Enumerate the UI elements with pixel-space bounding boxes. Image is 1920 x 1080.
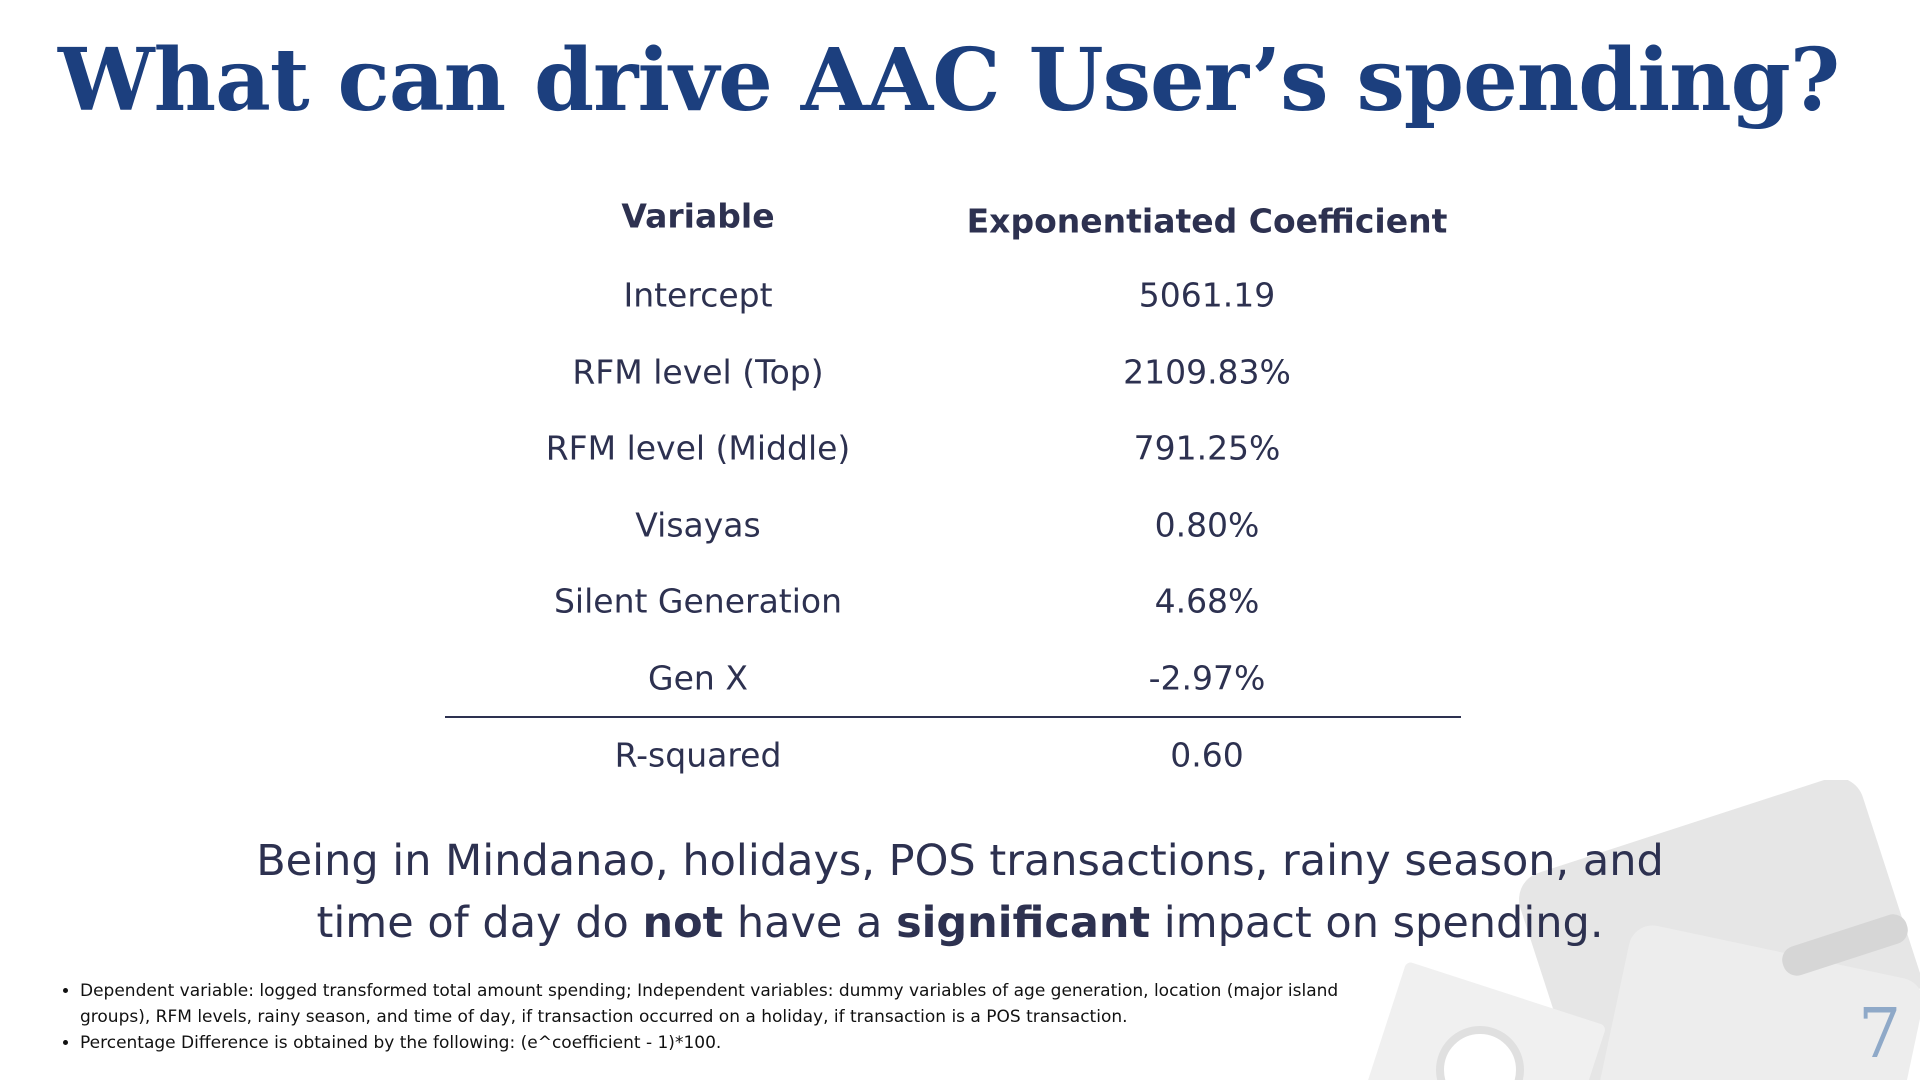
slide-title: What can drive AAC User’s spending?: [58, 30, 1840, 131]
conclusion-text: impact on spending.: [1150, 898, 1604, 948]
conclusion-line: time of day do not have a significant im…: [0, 892, 1920, 954]
footnote: Percentage Difference is obtained by the…: [80, 1030, 1370, 1056]
footnote: Dependent variable: logged transformed t…: [80, 978, 1370, 1030]
conclusion-line: Being in Mindanao, holidays, POS transac…: [0, 830, 1920, 892]
table-cell: Intercept: [623, 275, 773, 315]
conclusion-text: have a: [723, 898, 897, 948]
table-footer-cell: 0.60: [1170, 735, 1244, 775]
conclusion: Being in Mindanao, holidays, POS transac…: [0, 830, 1920, 954]
table-cell: Silent Generation: [553, 581, 843, 621]
table-rule: [445, 716, 1461, 718]
table-header: Exponentiated Coefficient: [966, 201, 1448, 241]
table-cell: 791.25%: [1133, 428, 1281, 468]
conclusion-text: significant: [896, 898, 1151, 948]
table-cell: Visayas: [635, 505, 761, 545]
table-cell: RFM level (Middle): [545, 428, 851, 468]
page-number: 7: [1858, 995, 1902, 1074]
table-cell: 5061.19: [1138, 275, 1276, 315]
footnotes: Dependent variable: logged transformed t…: [60, 978, 1370, 1056]
conclusion-text: time of day do: [316, 898, 643, 948]
table-cell: 2109.83%: [1123, 352, 1291, 392]
table-cell: 4.68%: [1154, 581, 1260, 621]
table-cell: 0.80%: [1154, 505, 1260, 545]
table-footer-cell: R-squared: [614, 735, 782, 775]
table-header: Variable: [621, 196, 775, 236]
conclusion-text: Being in Mindanao, holidays, POS transac…: [256, 836, 1664, 886]
table-cell: RFM level (Top): [572, 352, 824, 392]
table-cell: -2.97%: [1148, 658, 1266, 698]
table-cell: Gen X: [648, 658, 748, 698]
decoration: [1365, 780, 1920, 1080]
conclusion-text: not: [642, 898, 724, 948]
